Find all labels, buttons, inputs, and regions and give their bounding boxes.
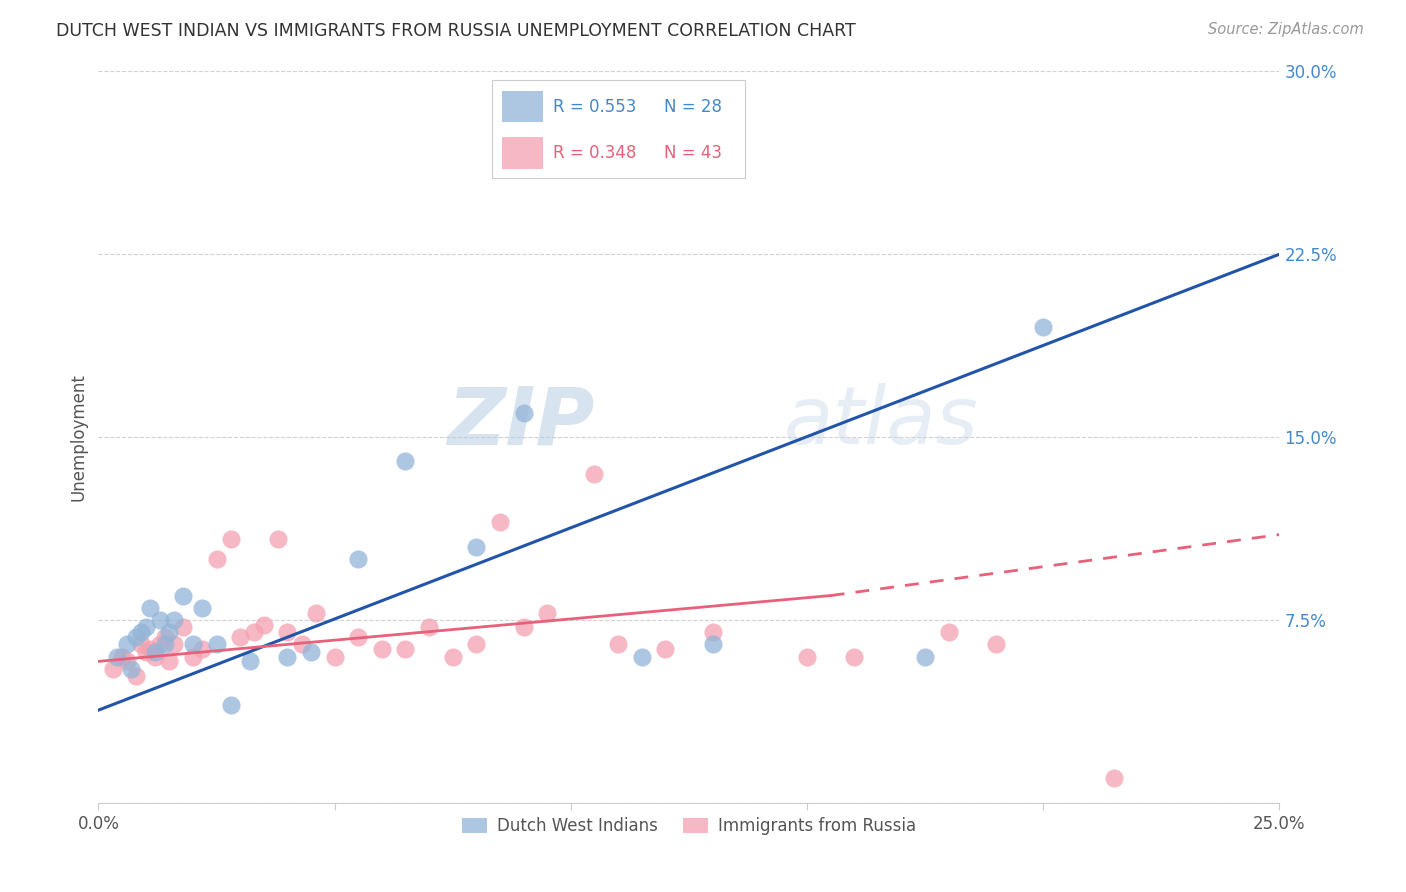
Point <box>172 620 194 634</box>
Point <box>181 637 204 651</box>
Point <box>1102 772 1125 786</box>
Point <box>276 649 298 664</box>
Point <box>305 606 328 620</box>
Point <box>163 637 186 651</box>
Point <box>153 630 176 644</box>
Point <box>157 625 180 640</box>
Point <box>253 617 276 632</box>
Text: N = 28: N = 28 <box>664 98 723 116</box>
Point <box>111 649 134 664</box>
Point <box>139 600 162 615</box>
Point <box>191 600 214 615</box>
Point <box>219 533 242 547</box>
Point <box>172 589 194 603</box>
FancyBboxPatch shape <box>502 91 543 122</box>
Point <box>299 645 322 659</box>
Point <box>157 654 180 668</box>
Point <box>229 630 252 644</box>
Point <box>153 637 176 651</box>
Point <box>149 637 172 651</box>
FancyBboxPatch shape <box>492 80 745 178</box>
Point <box>914 649 936 664</box>
Point <box>536 606 558 620</box>
Point <box>844 649 866 664</box>
Point <box>347 630 370 644</box>
Point <box>105 649 128 664</box>
Point <box>394 642 416 657</box>
Point <box>465 540 488 554</box>
Point <box>181 649 204 664</box>
Point <box>290 637 312 651</box>
Point <box>149 613 172 627</box>
FancyBboxPatch shape <box>502 137 543 169</box>
Text: R = 0.348: R = 0.348 <box>553 144 636 161</box>
Point <box>323 649 346 664</box>
Point <box>938 625 960 640</box>
Text: N = 43: N = 43 <box>664 144 723 161</box>
Point <box>143 645 166 659</box>
Point <box>243 625 266 640</box>
Point <box>489 516 512 530</box>
Point <box>135 620 157 634</box>
Point <box>702 625 724 640</box>
Point <box>441 649 464 664</box>
Legend: Dutch West Indians, Immigrants from Russia: Dutch West Indians, Immigrants from Russ… <box>456 811 922 842</box>
Point <box>583 467 606 481</box>
Point <box>702 637 724 651</box>
Point <box>418 620 440 634</box>
Point <box>125 630 148 644</box>
Point <box>129 637 152 651</box>
Text: Source: ZipAtlas.com: Source: ZipAtlas.com <box>1208 22 1364 37</box>
Point <box>219 698 242 713</box>
Point <box>163 613 186 627</box>
Point <box>371 642 394 657</box>
Point <box>205 637 228 651</box>
Point <box>143 649 166 664</box>
Point <box>607 637 630 651</box>
Point <box>347 552 370 566</box>
Point <box>654 642 676 657</box>
Point <box>115 637 138 651</box>
Point <box>796 649 818 664</box>
Point <box>1032 320 1054 334</box>
Point <box>465 637 488 651</box>
Point <box>239 654 262 668</box>
Point <box>101 662 124 676</box>
Point <box>984 637 1007 651</box>
Point <box>512 620 534 634</box>
Point <box>125 669 148 683</box>
Point <box>394 454 416 468</box>
Text: DUTCH WEST INDIAN VS IMMIGRANTS FROM RUSSIA UNEMPLOYMENT CORRELATION CHART: DUTCH WEST INDIAN VS IMMIGRANTS FROM RUS… <box>56 22 856 40</box>
Text: atlas: atlas <box>783 384 979 461</box>
Point <box>121 662 143 676</box>
Point <box>630 649 652 664</box>
Point <box>135 645 157 659</box>
Point <box>276 625 298 640</box>
Point <box>267 533 290 547</box>
Text: ZIP: ZIP <box>447 384 595 461</box>
Point <box>205 552 228 566</box>
Point <box>115 654 138 668</box>
Point <box>191 642 214 657</box>
Y-axis label: Unemployment: Unemployment <box>69 373 87 501</box>
Point <box>512 406 534 420</box>
Point <box>139 642 162 657</box>
Text: R = 0.553: R = 0.553 <box>553 98 636 116</box>
Point <box>129 625 152 640</box>
